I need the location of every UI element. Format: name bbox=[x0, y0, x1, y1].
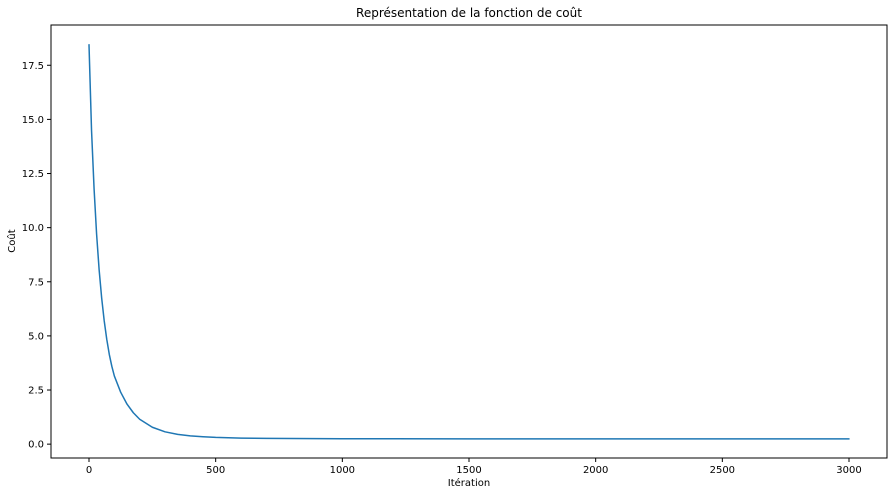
x-tick-label: 1000 bbox=[330, 465, 355, 476]
series-layer bbox=[88, 43, 850, 440]
x-tick-label: 2000 bbox=[583, 465, 608, 476]
y-tick-label: 2.5 bbox=[28, 386, 44, 397]
y-tick-label: 7.5 bbox=[28, 277, 44, 288]
y-axis-label: Coût bbox=[6, 229, 18, 252]
x-axis-label: Itération bbox=[448, 477, 490, 489]
y-tick-label: 10.0 bbox=[22, 223, 44, 234]
y-axis: 0.0 2.5 5.0 7.5 10.0 12.5 15.0 17.5 bbox=[22, 61, 51, 451]
x-tick-label: 3000 bbox=[836, 465, 861, 476]
plot-frame bbox=[50, 24, 888, 459]
x-tick-label: 2500 bbox=[710, 465, 735, 476]
x-tick-label: 1500 bbox=[456, 465, 481, 476]
y-tick-label: 12.5 bbox=[22, 169, 44, 180]
y-tick-label: 5.0 bbox=[28, 331, 44, 342]
x-tick-label: 0 bbox=[86, 465, 92, 476]
y-tick-label: 15.0 bbox=[22, 115, 44, 126]
series-line-0 bbox=[88, 43, 850, 440]
chart-title: Représentation de la fonction de coût bbox=[356, 6, 582, 20]
x-tick-label: 500 bbox=[206, 465, 225, 476]
x-axis: 0 500 1000 1500 2000 2500 3000 bbox=[86, 458, 862, 476]
y-tick-label: 0.0 bbox=[28, 440, 44, 451]
y-tick-label: 17.5 bbox=[22, 61, 44, 72]
plot-area bbox=[50, 24, 888, 459]
